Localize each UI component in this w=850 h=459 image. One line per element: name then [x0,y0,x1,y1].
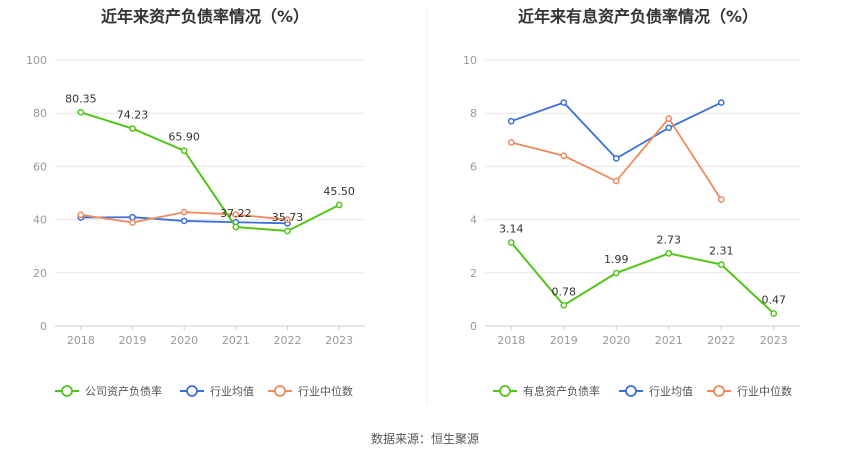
data-label: 45.50 [323,185,355,198]
legend-marker-icon [625,385,637,397]
data-label: 1.99 [604,253,629,266]
data-point-company [560,301,568,309]
data-point-median [665,115,673,122]
data-source: 数据来源：恒生聚源 [371,431,479,446]
legend-item-company: 有息资产负债率 [493,384,600,398]
x-tick-label: 2020 [602,334,630,347]
data-label: 2.31 [709,245,734,258]
x-tick-label: 2021 [655,334,683,347]
data-label: 0.78 [552,285,577,298]
x-tick-label: 2018 [497,334,525,347]
legend-label: 有息资产负债率 [523,384,600,398]
legend-label: 行业中位数 [298,384,353,398]
data-point-median [77,211,85,219]
data-label: 0.47 [762,293,787,306]
y-tick-label: 20 [33,267,47,280]
y-tick-label: 4 [470,214,477,227]
data-point-company [284,227,291,235]
x-tick-label: 2022 [274,334,302,347]
data-point-median [180,208,188,216]
legend-item-company: 公司资产负债率 [55,384,162,398]
data-point-median [129,219,136,226]
data-point-median [507,139,515,146]
data-label: 74.23 [117,109,149,122]
data-point-company [665,250,673,257]
x-tick-label: 2023 [760,334,788,347]
legend-item-median: 行业中位数 [268,384,353,398]
y-tick-label: 100 [26,54,47,67]
data-point-company [717,261,725,268]
y-tick-label: 60 [33,160,47,173]
chart-1: 近年来资产负债率情况（%） 0 20 40 60 80 100 2018 2019 2020 202… [26,7,365,398]
data-label: 65.90 [168,131,200,144]
data-label: 2.73 [657,233,682,246]
x-tick-label: 2022 [707,334,735,347]
data-label: 80.35 [65,92,97,105]
series-line-company [80,111,340,232]
y-tick-label: 0 [40,320,47,333]
x-tick-label: 2019 [550,334,578,347]
data-point-company [335,201,343,209]
legend-marker-icon [61,385,73,397]
y-tick-label: 40 [33,214,47,227]
data-point-median [284,216,291,223]
legend-marker-icon [186,385,198,397]
y-tick-label: 2 [470,267,477,280]
data-point-company [180,147,188,155]
chart-2: 近年来有息资产负债率情况（%） 0 2 4 6 8 10 2018 2019 2020 2021 20… [463,7,800,398]
legend-label: 行业均值 [649,385,693,398]
legend-item-average: 行业均值 [180,385,254,398]
data-point-average [665,124,673,132]
data-point-average [507,117,515,125]
legend-label: 公司资产负债率 [85,384,162,398]
legend-marker-icon [274,385,286,397]
x-tick-label: 2020 [170,334,198,347]
legend-item-median: 行业中位数 [707,384,792,398]
y-tick-label: 0 [470,320,477,333]
legend-label: 行业均值 [210,385,254,398]
y-tick-label: 10 [463,54,477,67]
data-point-average [180,217,188,225]
data-label: 3.14 [499,222,524,235]
legend-label: 行业中位数 [737,384,792,398]
y-tick-label: 6 [470,160,477,173]
data-point-company [129,125,136,132]
legend-marker-icon [499,385,511,397]
data-point-median [612,177,620,185]
legend-marker-icon [713,385,725,397]
x-tick-label: 2018 [67,334,95,347]
data-point-median [560,152,568,160]
chart-title: 近年来资产负债率情况（%） [101,7,309,26]
x-tick-label: 2023 [325,334,353,347]
data-point-company [232,223,240,231]
data-point-median [232,211,240,218]
legend-item-average: 行业均值 [619,385,693,398]
y-tick-label: 80 [33,107,47,120]
data-point-company [507,239,515,246]
data-point-median [717,196,725,203]
y-tick-label: 8 [470,107,477,120]
data-point-company [77,108,85,116]
series-line-company [510,241,775,315]
x-tick-label: 2019 [119,334,147,347]
data-point-company [612,269,620,277]
chart-title: 近年来有息资产负债率情况（%） [518,7,758,26]
data-point-average [129,213,136,221]
data-point-company [770,310,778,317]
data-point-average [612,155,620,162]
data-point-average [560,99,568,106]
data-point-average [717,99,725,106]
data-label: 37.22 [220,207,252,220]
data-label: 35.73 [272,211,304,224]
x-tick-label: 2021 [222,334,250,347]
